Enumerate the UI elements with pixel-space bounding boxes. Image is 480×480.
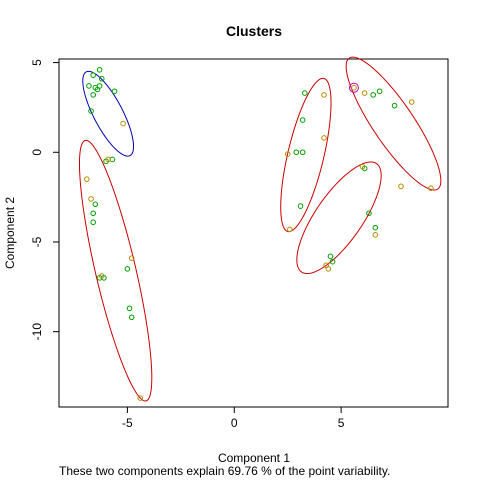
data-point-orange: [359, 163, 366, 170]
x-axis-label: Component 1: [218, 451, 290, 465]
cluster-ellipses: [78, 56, 442, 402]
x-tick-label: 0: [231, 416, 238, 430]
y-axis-label: Component 2: [3, 197, 17, 269]
data-point-green: [88, 108, 94, 114]
data-point-green: [327, 253, 334, 260]
data-point-green: [92, 201, 99, 208]
data-point-green: [329, 258, 336, 265]
data-point-orange: [120, 120, 126, 127]
data-point-green: [96, 83, 103, 89]
data-point-green: [297, 203, 304, 209]
data-point-orange: [398, 183, 404, 190]
plot-frame: [58, 58, 449, 408]
data-points: [83, 66, 434, 401]
data-point-orange: [408, 99, 415, 105]
data-point-green: [128, 314, 135, 321]
data-point-orange: [98, 273, 105, 279]
x-tick-label: -5: [122, 416, 133, 430]
y-tick-label: 5: [30, 59, 44, 66]
data-point-green: [90, 72, 96, 78]
y-tick-label: 0: [30, 149, 44, 156]
data-point-green: [124, 266, 131, 272]
data-point-orange: [284, 151, 291, 157]
data-point-orange: [372, 231, 379, 238]
data-point-green: [126, 305, 133, 312]
data-point-green: [90, 92, 96, 98]
data-point-orange: [325, 266, 332, 272]
data-point-green: [391, 102, 398, 109]
cluster-ellipse-3: [280, 77, 332, 233]
data-point-green: [98, 75, 105, 82]
data-point-green: [299, 117, 306, 123]
y-tick-label: -10: [30, 323, 44, 341]
y-tick-label: -5: [30, 236, 44, 247]
data-point-orange: [428, 185, 434, 191]
data-point-green: [372, 224, 379, 231]
data-point-orange: [321, 135, 327, 141]
data-point-green: [301, 90, 308, 96]
data-point-green: [111, 88, 118, 95]
data-point-green: [293, 149, 300, 156]
data-point-green: [90, 219, 96, 226]
x-tick-label: 5: [338, 416, 345, 430]
data-point-green: [96, 66, 103, 73]
data-point-orange: [128, 255, 135, 261]
data-point-orange: [287, 226, 293, 233]
data-point-orange: [321, 92, 327, 98]
cluster-ellipse-4: [345, 56, 442, 191]
data-point-green: [366, 210, 372, 217]
data-point-highlight: [351, 84, 357, 91]
data-point-orange: [105, 156, 111, 163]
data-point-green: [90, 210, 96, 217]
data-point-orange: [83, 176, 90, 182]
highlight-ring: [348, 82, 359, 93]
data-point-green: [376, 88, 383, 95]
data-point-green: [299, 149, 306, 156]
data-point-orange: [88, 196, 94, 202]
data-point-orange: [361, 90, 368, 96]
data-point-green: [86, 83, 92, 89]
chart-title: Clusters: [226, 23, 282, 39]
cluster-ellipse-1: [82, 70, 135, 157]
data-point-orange: [137, 395, 144, 401]
variability-note: These two components explain 69.76 % of …: [59, 464, 390, 478]
cluster-ellipse-5: [296, 161, 382, 275]
cluster-ellipse-2: [78, 139, 153, 402]
axes: -5 0 5 5 0 -5 -10: [30, 59, 345, 430]
data-point-green: [370, 92, 376, 98]
